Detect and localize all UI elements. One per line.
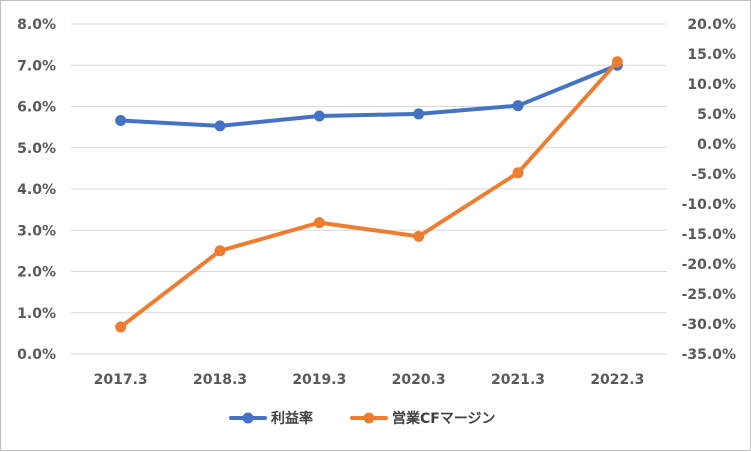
left-axis-tick-label: 1.0% bbox=[17, 306, 56, 322]
legend-swatch-marker bbox=[363, 412, 375, 424]
data-point bbox=[214, 120, 226, 132]
x-axis-tick-label: 2019.3 bbox=[292, 372, 346, 388]
right-axis-tick-label: -5.0% bbox=[691, 167, 736, 183]
data-point bbox=[313, 217, 325, 229]
series-group bbox=[115, 59, 623, 132]
data-point bbox=[313, 110, 325, 122]
series-group bbox=[115, 56, 623, 333]
legend-label: 営業CFマージン bbox=[392, 410, 496, 427]
right-axis-tick-label: -20.0% bbox=[682, 257, 736, 273]
series-line bbox=[118, 59, 620, 329]
right-axis-tick-label: -10.0% bbox=[682, 197, 736, 213]
x-axis-tick-label: 2018.3 bbox=[193, 372, 247, 388]
right-axis-tick-label: -15.0% bbox=[682, 227, 736, 243]
right-axis-tick-label: -25.0% bbox=[682, 287, 736, 303]
right-axis-tick-labels: -35.0% -30.0% -25.0% -20.0% -15.0% -10.0% -5.0… bbox=[682, 17, 736, 363]
left-axis-tick-label: 2.0% bbox=[17, 265, 56, 281]
right-axis-tick-label: 5.0% bbox=[697, 107, 736, 123]
data-point bbox=[413, 230, 425, 242]
left-axis-tick-label: 8.0% bbox=[17, 17, 56, 33]
legend-item: 営業CFマージン bbox=[350, 410, 496, 427]
right-axis-tick-label: 15.0% bbox=[687, 47, 736, 63]
x-axis-tick-labels: 2017.3 2018.3 2019.3 2020.3 2021.3 2022.3 bbox=[94, 372, 645, 388]
data-point bbox=[611, 56, 623, 68]
x-axis-tick-label: 2022.3 bbox=[590, 372, 644, 388]
legend-item: 利益率 bbox=[229, 410, 313, 427]
x-axis-tick-label: 2020.3 bbox=[392, 372, 446, 388]
data-point bbox=[512, 167, 524, 179]
x-axis-tick-label: 2021.3 bbox=[491, 372, 545, 388]
left-axis-tick-label: 6.0% bbox=[17, 100, 56, 116]
left-axis-tick-label: 3.0% bbox=[17, 223, 56, 239]
data-point bbox=[115, 321, 127, 333]
legend-label: 利益率 bbox=[271, 410, 313, 427]
legend: 利益率 営業CFマージン bbox=[229, 410, 496, 427]
left-axis-tick-labels: 0.0% 1.0% 2.0% 3.0% 4.0% 5.0% 6.0% 7.0% 8.0% bbox=[17, 17, 56, 363]
right-axis-tick-label: 20.0% bbox=[687, 17, 736, 33]
left-axis-tick-label: 0.0% bbox=[17, 347, 56, 363]
x-axis-tick-label: 2017.3 bbox=[94, 372, 148, 388]
series-line bbox=[118, 63, 620, 128]
right-axis-tick-label: 10.0% bbox=[687, 77, 736, 93]
data-point bbox=[413, 108, 425, 120]
legend-swatch-marker bbox=[242, 412, 254, 424]
left-axis-tick-label: 7.0% bbox=[17, 58, 56, 74]
right-axis-tick-label: -35.0% bbox=[682, 347, 736, 363]
gridlines bbox=[71, 23, 667, 355]
right-axis-tick-label: -30.0% bbox=[682, 317, 736, 333]
left-axis-tick-label: 4.0% bbox=[17, 182, 56, 198]
data-point bbox=[214, 245, 226, 257]
left-axis-tick-label: 5.0% bbox=[17, 141, 56, 157]
right-axis-tick-label: 0.0% bbox=[697, 137, 736, 153]
series-lines bbox=[115, 56, 623, 333]
data-point bbox=[512, 100, 524, 112]
data-point bbox=[115, 115, 127, 127]
